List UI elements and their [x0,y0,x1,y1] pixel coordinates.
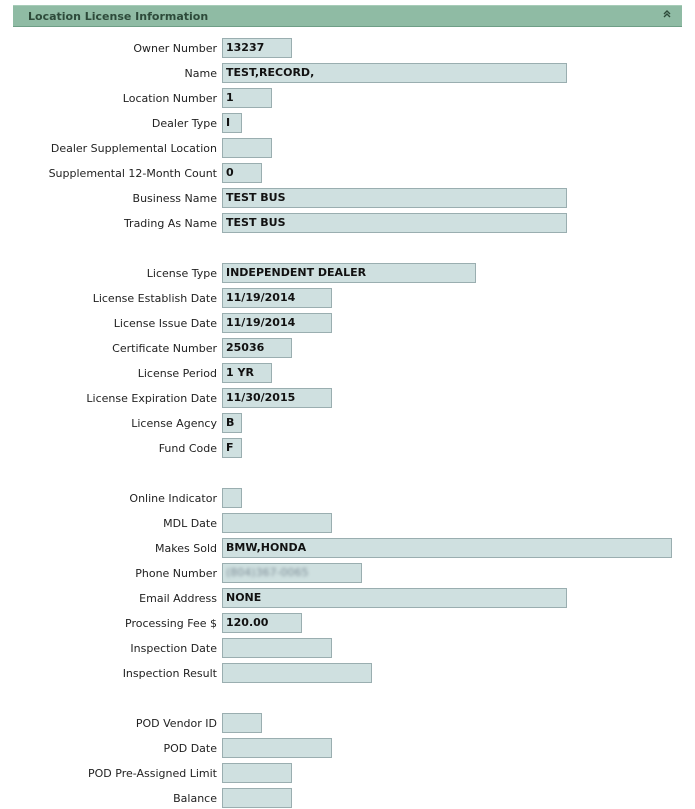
pod-pre-assigned-limit-label: POD Pre-Assigned Limit [88,766,217,780]
phone-number-label: Phone Number [135,566,217,580]
license-issue-date-row: License Issue Date 11/19/2014 [13,312,332,334]
license-type-label: License Type [146,266,217,280]
inspection-date-label: Inspection Date [130,641,217,655]
makes-sold-field[interactable]: BMW,HONDA [222,538,672,558]
owner-number-label: Owner Number [133,41,217,55]
license-establish-date-row: License Establish Date 11/19/2014 [13,287,332,309]
pod-pre-assigned-limit-field[interactable] [222,763,292,783]
makes-sold-label: Makes Sold [155,541,217,555]
license-expiration-date-label: License Expiration Date [86,391,217,405]
mdl-date-field[interactable] [222,513,332,533]
trading-as-name-label: Trading As Name [123,216,217,230]
pod-vendor-id-label: POD Vendor ID [135,716,217,730]
double-chevron-up-icon[interactable] [660,9,674,23]
name-label: Name [184,66,217,80]
fund-code-field[interactable]: F [222,438,242,458]
license-agency-field[interactable]: B [222,413,242,433]
pod-vendor-id-field[interactable] [222,713,262,733]
phone-number-value: (804)367-0065 [226,566,309,579]
inspection-result-label: Inspection Result [122,666,217,680]
dealer-supplemental-location-label: Dealer Supplemental Location [50,141,217,155]
email-address-label: Email Address [139,591,217,605]
email-address-row: Email Address NONE [13,587,567,609]
owner-number-field[interactable]: 13237 [222,38,292,58]
license-agency-label: License Agency [131,416,217,430]
license-issue-date-label: License Issue Date [113,316,217,330]
mdl-date-row: MDL Date [13,512,332,534]
inspection-date-row: Inspection Date [13,637,332,659]
pod-vendor-id-row: POD Vendor ID [13,712,262,734]
panel-title: Location License Information [28,9,209,23]
owner-number-row: Owner Number 13237 [13,37,292,59]
phone-number-row: Phone Number (804)367-0065 [13,562,362,584]
phone-number-field[interactable]: (804)367-0065 [222,563,362,583]
business-name-field[interactable]: TEST BUS [222,188,567,208]
name-field[interactable]: TEST,RECORD, [222,63,567,83]
processing-fee-row: Processing Fee $ 120.00 [13,612,302,634]
online-indicator-row: Online Indicator [13,487,242,509]
license-type-field[interactable]: INDEPENDENT DEALER [222,263,476,283]
license-expiration-date-field[interactable]: 11/30/2015 [222,388,332,408]
pod-date-field[interactable] [222,738,332,758]
inspection-date-field[interactable] [222,638,332,658]
location-number-row: Location Number 1 [13,87,272,109]
processing-fee-field[interactable]: 120.00 [222,613,302,633]
name-row: Name TEST,RECORD, [13,62,567,84]
balance-label: Balance [173,791,217,805]
processing-fee-label: Processing Fee $ [125,616,217,630]
dealer-supplemental-location-field[interactable] [222,138,272,158]
panel-header: Location License Information [13,5,682,27]
certificate-number-field[interactable]: 25036 [222,338,292,358]
license-agency-row: License Agency B [13,412,242,434]
trading-as-name-row: Trading As Name TEST BUS [13,212,567,234]
inspection-result-row: Inspection Result [13,662,372,684]
balance-field[interactable] [222,788,292,808]
pod-date-label: POD Date [163,741,217,755]
business-name-label: Business Name [132,191,217,205]
location-number-field[interactable]: 1 [222,88,272,108]
online-indicator-label: Online Indicator [129,491,217,505]
business-name-row: Business Name TEST BUS [13,187,567,209]
license-establish-date-field[interactable]: 11/19/2014 [222,288,332,308]
license-expiration-date-row: License Expiration Date 11/30/2015 [13,387,332,409]
supplemental-12-month-count-row: Supplemental 12-Month Count 0 [13,162,262,184]
certificate-number-label: Certificate Number [112,341,217,355]
license-period-row: License Period 1 YR [13,362,272,384]
certificate-number-row: Certificate Number 25036 [13,337,292,359]
license-period-label: License Period [137,366,217,380]
makes-sold-row: Makes Sold BMW,HONDA [13,537,672,559]
balance-row: Balance [13,787,292,809]
inspection-result-field[interactable] [222,663,372,683]
dealer-supplemental-location-row: Dealer Supplemental Location [13,137,272,159]
pod-date-row: POD Date [13,737,332,759]
license-establish-date-label: License Establish Date [92,291,217,305]
online-indicator-field[interactable] [222,488,242,508]
fund-code-row: Fund Code F [13,437,242,459]
dealer-type-field[interactable]: I [222,113,242,133]
license-type-row: License Type INDEPENDENT DEALER [13,262,476,284]
dealer-type-row: Dealer Type I [13,112,242,134]
license-period-field[interactable]: 1 YR [222,363,272,383]
email-address-field[interactable]: NONE [222,588,567,608]
supplemental-12-month-count-label: Supplemental 12-Month Count [48,166,217,180]
location-number-label: Location Number [122,91,217,105]
supplemental-12-month-count-field[interactable]: 0 [222,163,262,183]
trading-as-name-field[interactable]: TEST BUS [222,213,567,233]
pod-pre-assigned-limit-row: POD Pre-Assigned Limit [13,762,292,784]
license-issue-date-field[interactable]: 11/19/2014 [222,313,332,333]
location-license-panel: Location License Information Owner Numbe… [13,5,682,809]
dealer-type-label: Dealer Type [151,116,217,130]
mdl-date-label: MDL Date [163,516,217,530]
fund-code-label: Fund Code [158,441,217,455]
